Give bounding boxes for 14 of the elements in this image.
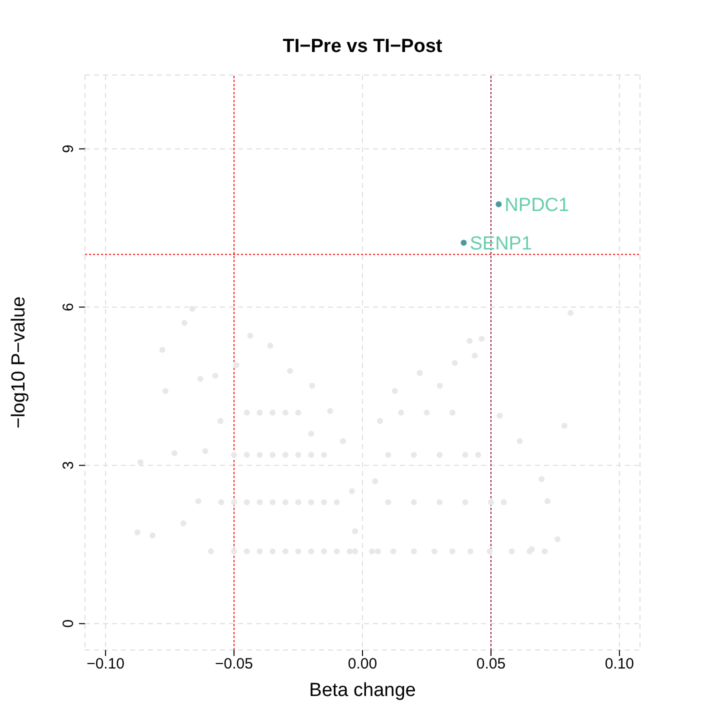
y-tick-label: 9 [60, 144, 77, 154]
annotation: NPDC1 [504, 194, 570, 216]
x-tick-label: 0.05 [476, 656, 506, 673]
x-tick-label: 0.10 [604, 656, 634, 673]
annotation: SENP1 [470, 233, 532, 254]
x-tick-label: 0.00 [348, 656, 378, 673]
y-tick-label: 0 [60, 619, 77, 628]
y-axis-title: −log10 P−value [8, 296, 30, 429]
y-tick-label: 6 [60, 302, 77, 312]
x-tick-label: −0.05 [215, 656, 254, 673]
y-tick-label: 3 [60, 461, 77, 470]
x-axis-title: Beta change [309, 680, 416, 701]
x-tick-label: −0.10 [86, 656, 125, 673]
chart-title: TI−Pre vs TI−Post [282, 36, 444, 58]
